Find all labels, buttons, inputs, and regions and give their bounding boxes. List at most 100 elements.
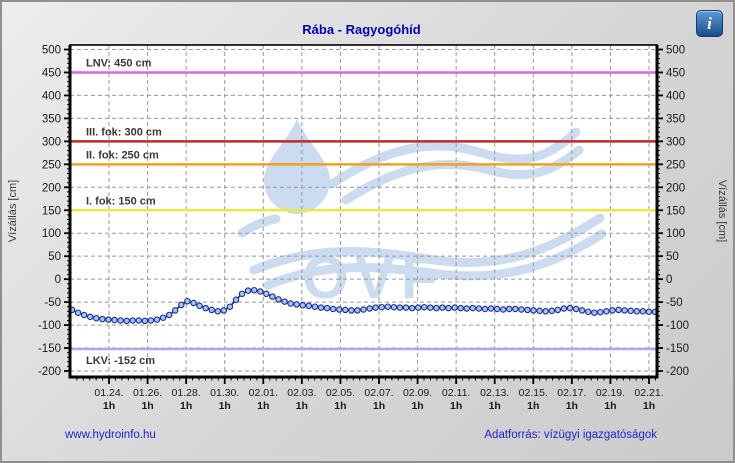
x-tick-sublabel: 1h [334, 400, 346, 412]
data-point [414, 304, 422, 311]
data-point [560, 305, 568, 312]
y-tick-label-left: 350 [42, 113, 61, 125]
data-point [123, 317, 130, 325]
x-tick-sublabel: 1h [450, 400, 462, 412]
data-point [621, 307, 628, 314]
y-tick-label-right: -100 [666, 320, 689, 332]
x-tick-sublabel: 1h [411, 400, 423, 412]
data-point [578, 307, 586, 314]
data-point [196, 302, 203, 310]
y-tick-label-right: 150 [666, 205, 685, 217]
data-point [171, 307, 179, 314]
x-tick-label: 01.24. [94, 387, 123, 399]
data-source-text: Adatforrás: vízügyi igazgatóságok [484, 429, 657, 441]
x-tick-label: 02.09. [403, 387, 432, 399]
y-tick-label-right: 250 [666, 159, 685, 171]
data-point [530, 307, 537, 314]
ovf-watermark: OVF [237, 118, 607, 311]
watermark-text: OVF [302, 244, 443, 311]
x-tick-sublabel: 1h [219, 400, 231, 412]
data-point [208, 306, 215, 314]
data-point [299, 302, 307, 309]
data-point [645, 308, 653, 316]
y-tick-label-left: 0 [55, 274, 61, 286]
data-point [463, 305, 470, 312]
series-vízállás [68, 286, 659, 325]
x-tick-label: 02.01. [249, 387, 278, 399]
data-point [396, 304, 404, 311]
data-point [469, 304, 477, 312]
data-point [354, 307, 361, 314]
ref-line-label: LNV: 450 cm [86, 57, 152, 69]
data-point [165, 311, 173, 319]
data-point [317, 304, 325, 311]
y-tick-label-left: -200 [38, 366, 61, 378]
y-tick-label-left: 300 [42, 136, 61, 148]
x-tick-sublabel: 1h [489, 400, 501, 412]
data-point [566, 304, 574, 312]
data-point [372, 304, 379, 311]
data-point [554, 306, 562, 314]
data-point [627, 307, 634, 315]
y-tick-label-left: 450 [42, 67, 61, 79]
data-point [250, 286, 258, 294]
data-point [257, 288, 264, 295]
y-tick-label-right: 300 [666, 136, 685, 148]
y-tick-label-right: 200 [666, 182, 685, 194]
data-point [390, 303, 398, 311]
data-point [536, 307, 543, 315]
data-point [481, 305, 489, 313]
y-tick-label-left: 250 [42, 159, 61, 171]
data-point [105, 316, 112, 323]
y-tick-label-left: 400 [42, 90, 61, 102]
ref-line-label: II. fok: 250 cm [86, 149, 159, 161]
x-tick-sublabel: 1h [103, 400, 115, 412]
wave-icon [341, 145, 584, 205]
data-point [420, 303, 428, 311]
wave-icon [237, 214, 281, 238]
data-point [584, 308, 592, 316]
y-tick-label-left: -50 [44, 297, 61, 309]
info-icon[interactable]: i [696, 10, 723, 37]
x-tick-label: 01.26. [133, 387, 162, 399]
data-point [378, 303, 385, 311]
info-icon-glyph: i [707, 14, 712, 33]
data-point [238, 290, 246, 298]
y-tick-label-right: 450 [666, 67, 685, 79]
data-point [591, 309, 598, 316]
y-tick-label-right: 400 [666, 90, 685, 102]
data-point [499, 306, 507, 313]
y-tick-label-left: 500 [42, 45, 61, 57]
data-point [184, 297, 191, 305]
x-tick-label: 01.28. [172, 387, 201, 399]
x-axis: 01.24.1h01.26.1h01.28.1h01.30.1h02.01.1h… [76, 377, 664, 412]
wave-icon [249, 213, 605, 275]
y-tick-label-right: 50 [666, 251, 679, 263]
data-point [512, 305, 519, 313]
data-point [80, 311, 88, 319]
data-point [408, 304, 416, 312]
y-axis-title-left: Vízállás [cm] [7, 180, 19, 242]
y-tick-label-left: -100 [38, 320, 61, 332]
y-tick-label-left: 100 [42, 228, 61, 240]
data-point [147, 317, 155, 324]
y-tick-label-right: 500 [666, 45, 685, 57]
hydroinfo-link[interactable]: www.hydroinfo.hu [65, 429, 156, 441]
data-point [323, 304, 331, 312]
data-point [129, 317, 136, 324]
x-tick-label: 02.15. [519, 387, 548, 399]
data-point [402, 304, 410, 311]
x-tick-sublabel: 1h [643, 400, 655, 412]
wave-icon [263, 229, 607, 290]
water-drop-icon [264, 118, 330, 214]
data-point [603, 308, 610, 315]
data-point [178, 301, 185, 309]
data-point [335, 306, 343, 313]
data-point [159, 314, 167, 321]
data-point [226, 303, 234, 310]
y-tick-label-left: 150 [42, 205, 61, 217]
data-point [232, 296, 240, 304]
